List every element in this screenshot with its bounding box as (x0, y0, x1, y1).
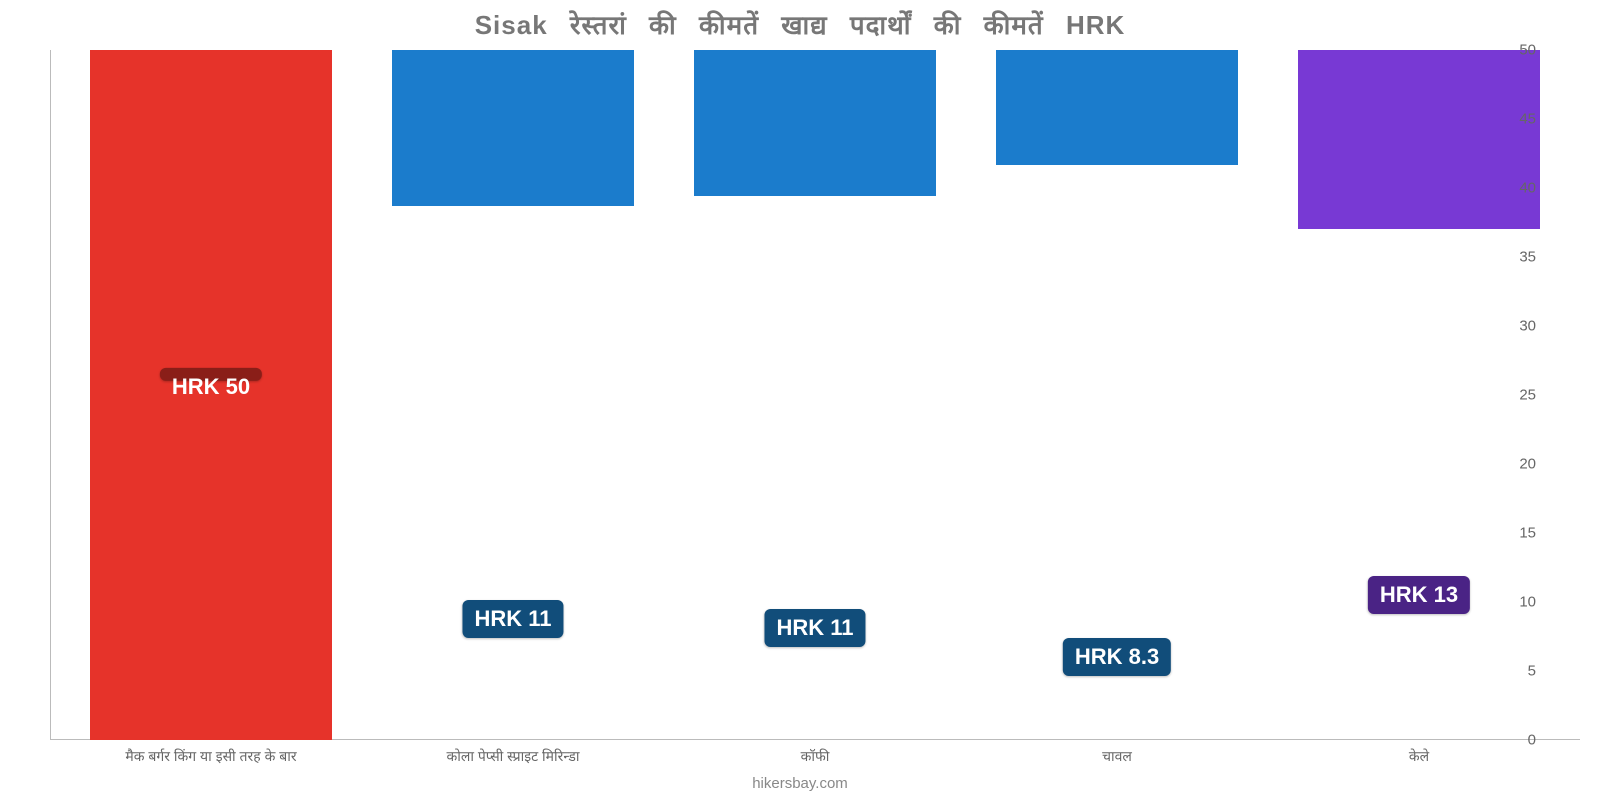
x-axis-category-label: कॉफी (664, 747, 966, 766)
bars-container: HRK 50 HRK 11 HRK 11 HRK 8.3 HRK 13 (50, 50, 1580, 740)
y-tick-label: 50 (1496, 42, 1536, 59)
x-axis-category-label: केले (1268, 747, 1570, 766)
bar-value-badge: HRK 50 (160, 367, 262, 381)
x-axis-category-label: चावल (966, 747, 1268, 766)
bar-value-badge: HRK 11 (462, 600, 563, 638)
x-axis-labels: मैक बर्गर किंग या इसी तरह के बारकोला पेप… (50, 747, 1580, 766)
chart-title: Sisak रेस्तरां की कीमतें खाद्य पदार्थों … (0, 6, 1600, 42)
plot-area: HRK 50HRK 11HRK 11HRK 8.3HRK 13 05101520… (50, 50, 1580, 740)
attribution-text: hikersbay.com (0, 775, 1600, 792)
x-axis-category-label: कोला पेप्सी स्प्राइट मिरिन्डा (362, 747, 664, 766)
bar (996, 50, 1238, 165)
y-tick-label: 40 (1496, 180, 1536, 197)
y-tick-label: 20 (1496, 456, 1536, 473)
y-tick-label: 45 (1496, 111, 1536, 128)
y-tick-label: 15 (1496, 525, 1536, 542)
price-bar-chart: Sisak रेस्तरां की कीमतें खाद्य पदार्थों … (0, 0, 1600, 800)
bar (1298, 50, 1540, 229)
y-tick-label: 30 (1496, 318, 1536, 335)
bar-slot: HRK 8.3 (966, 50, 1268, 740)
bar (392, 50, 634, 206)
bar-slot: HRK 50 (60, 50, 362, 740)
y-tick-label: 0 (1496, 732, 1536, 749)
bar-value-badge: HRK 8.3 (1063, 638, 1171, 676)
bar (694, 50, 936, 196)
x-axis-category-label: मैक बर्गर किंग या इसी तरह के बार (60, 747, 362, 766)
y-tick-label: 35 (1496, 249, 1536, 266)
bar-slot: HRK 11 (664, 50, 966, 740)
y-tick-label: 25 (1496, 387, 1536, 404)
bar-value-badge: HRK 11 (764, 609, 865, 647)
bar-value-badge: HRK 13 (1368, 576, 1470, 614)
y-tick-label: 5 (1496, 663, 1536, 680)
y-tick-label: 10 (1496, 594, 1536, 611)
bar-slot: HRK 11 (362, 50, 664, 740)
